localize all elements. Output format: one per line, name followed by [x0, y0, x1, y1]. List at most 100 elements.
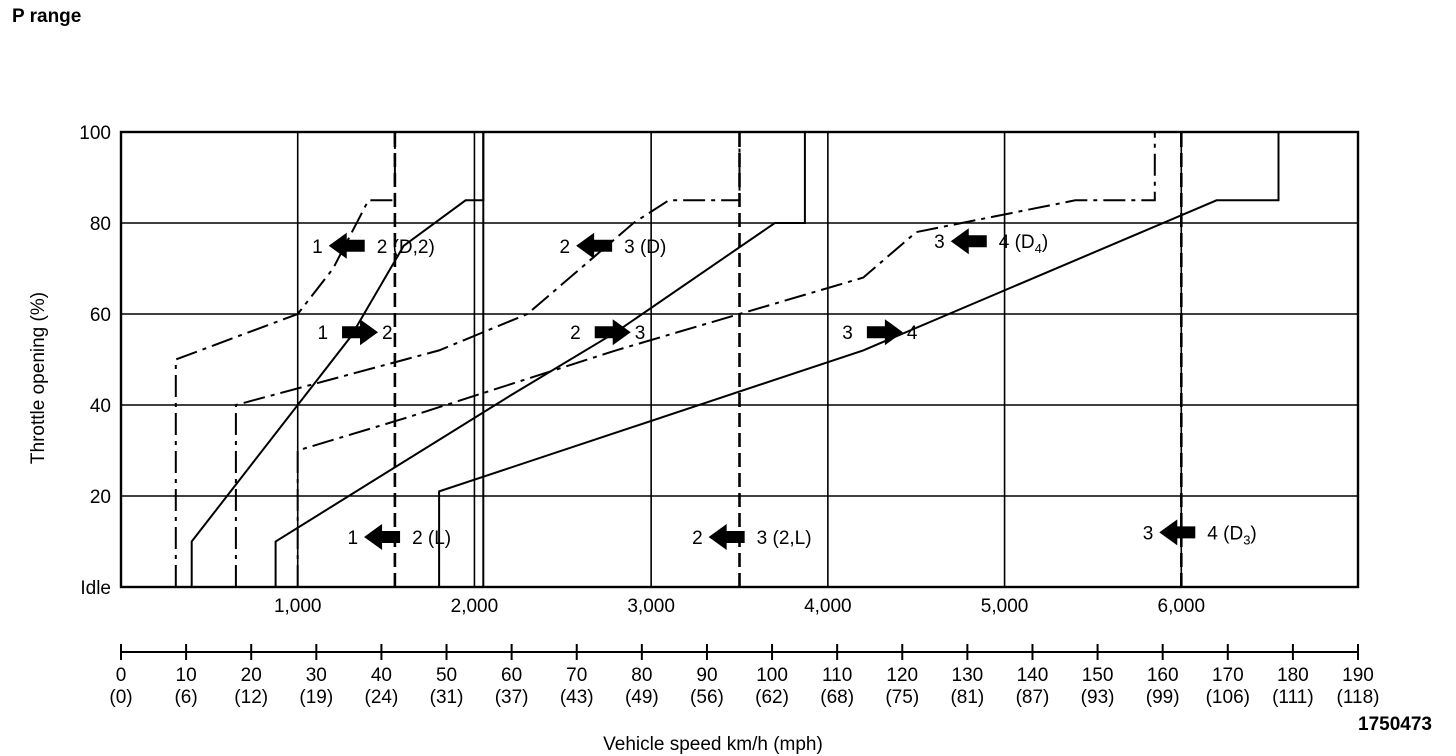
- rpm-tick-label: 5,000: [981, 596, 1029, 617]
- arrow-left-icon: [1159, 519, 1196, 546]
- speed-tick-label: 160: [1147, 665, 1179, 686]
- speed-tick-label: 190: [1342, 665, 1374, 686]
- speed-tick-label: 50: [436, 665, 457, 686]
- speed-tick-label: 140: [1017, 665, 1049, 686]
- shift-annotation-8: 3 4 (D3): [1143, 519, 1257, 547]
- speed-tick-label: 0: [116, 665, 127, 686]
- mph-tick-label: (81): [950, 687, 984, 708]
- arrow-right-icon: [866, 319, 903, 346]
- y-tick-label: 20: [90, 487, 111, 508]
- mph-tick-label: (12): [234, 687, 268, 708]
- speed-tick-label: 40: [371, 665, 392, 686]
- mph-tick-label: (68): [820, 687, 854, 708]
- rpm-tick-label: 2,000: [451, 596, 499, 617]
- annotation-from: 1: [317, 323, 328, 344]
- series-lines: [174, 132, 1280, 587]
- annotation-to: 4 (D3): [1207, 523, 1256, 547]
- speed-tick-label: 100: [756, 665, 788, 686]
- mph-tick-label: (43): [560, 687, 594, 708]
- annotation-from: 3: [1143, 523, 1154, 544]
- arrow-left-icon: [364, 523, 401, 550]
- shift-annotation-6: 1 2 (L): [347, 523, 451, 550]
- mph-tick-label: (87): [1016, 687, 1050, 708]
- annotation-from: 3: [934, 232, 945, 253]
- rpm-tick-label: 1,000: [274, 596, 322, 617]
- annotation-to: 2 (L): [412, 528, 451, 549]
- annotation-from: 2: [560, 237, 571, 258]
- y-tick-label: Idle: [80, 578, 111, 599]
- shift-annotation-0: 1 2 (D,2): [312, 232, 435, 259]
- mph-tick-label: (62): [755, 687, 789, 708]
- y-tick-label: 60: [90, 305, 111, 326]
- arrow-left-icon: [708, 523, 745, 550]
- mph-tick-label: (111): [1272, 687, 1314, 708]
- annotation-to: 4 (D4): [999, 232, 1048, 256]
- speed-tick-label: 90: [696, 665, 717, 686]
- annotation-from: 1: [347, 528, 358, 549]
- mph-tick-label: (118): [1337, 687, 1380, 708]
- y-tick-label: 100: [79, 123, 111, 144]
- rpm-tick-labels: 1,000 2,000 3,000 4,000 5,000 6,000: [274, 596, 1205, 617]
- mph-tick-label: (0): [109, 687, 132, 708]
- speed-tick-label: 20: [241, 665, 262, 686]
- annotation-from: 2: [692, 528, 703, 549]
- annotation-to: 3 (2,L): [757, 528, 812, 549]
- page-title: P range: [12, 6, 82, 27]
- y-tick-label: 40: [90, 396, 111, 417]
- x-axis-label: Vehicle speed km/h (mph): [603, 734, 823, 755]
- annotation-to: 4: [907, 323, 918, 344]
- plot-frame: [119, 130, 1360, 589]
- annotation-to: 2 (D,2): [377, 237, 435, 258]
- speed-tick-label: 80: [631, 665, 652, 686]
- speed-tick-label: 120: [886, 665, 918, 686]
- annotation-from: 1: [312, 237, 323, 258]
- y-tick-label: 80: [90, 214, 111, 235]
- y-tick-labels: Idle 20 40 60 80 100: [79, 123, 111, 599]
- speed-tick-label: 180: [1277, 665, 1309, 686]
- arrow-left-icon: [950, 228, 987, 255]
- mph-tick-label: (106): [1206, 687, 1250, 708]
- shift-annotation-2: 3 4 (D4): [934, 228, 1048, 256]
- mph-tick-label: (56): [690, 687, 724, 708]
- speed-axis: 0(0) 10(6) 20(12) 30(19) 40(24) 50(31) 60(37) 7…: [109, 644, 1379, 708]
- annotation-from: 2: [570, 323, 581, 344]
- shift-line-2: [234, 132, 741, 587]
- arrow-left-icon: [328, 232, 365, 259]
- mph-tick-label: (75): [885, 687, 919, 708]
- annotation-to: 2: [382, 323, 393, 344]
- mph-tick-label: (24): [365, 687, 399, 708]
- y-axis-label: Throttle opening (%): [28, 292, 49, 464]
- mph-tick-label: (19): [299, 687, 333, 708]
- annotation-from: 3: [842, 323, 853, 344]
- mph-tick-label: (49): [625, 687, 659, 708]
- speed-tick-label: 130: [952, 665, 984, 686]
- rpm-tick-label: 6,000: [1158, 596, 1206, 617]
- speed-tick-label: 60: [501, 665, 522, 686]
- rpm-tick-label: 4,000: [804, 596, 852, 617]
- speed-tick-label: 10: [176, 665, 197, 686]
- mph-tick-label: (93): [1081, 687, 1115, 708]
- rpm-tick-label: 3,000: [627, 596, 675, 617]
- arrow-left-icon: [576, 232, 613, 259]
- mph-tick-label: (37): [495, 687, 529, 708]
- arrow-right-icon: [342, 319, 379, 346]
- figure-id: 1750473: [1358, 714, 1432, 735]
- annotation-to: 3 (D): [624, 237, 666, 258]
- speed-tick-label: 110: [822, 665, 852, 686]
- shift-line-5: [438, 132, 1280, 587]
- speed-tick-label: 170: [1212, 665, 1244, 686]
- speed-tick-label: 30: [306, 665, 327, 686]
- speed-tick-label: 150: [1082, 665, 1114, 686]
- arrow-right-icon: [594, 319, 631, 346]
- speed-tick-label: 70: [566, 665, 587, 686]
- plot-border: [119, 130, 1360, 589]
- shift-line-4: [296, 132, 1156, 587]
- shift-annotation-1: 2 3 (D): [560, 232, 666, 259]
- mph-tick-label: (6): [174, 687, 197, 708]
- mph-tick-label: (31): [430, 687, 464, 708]
